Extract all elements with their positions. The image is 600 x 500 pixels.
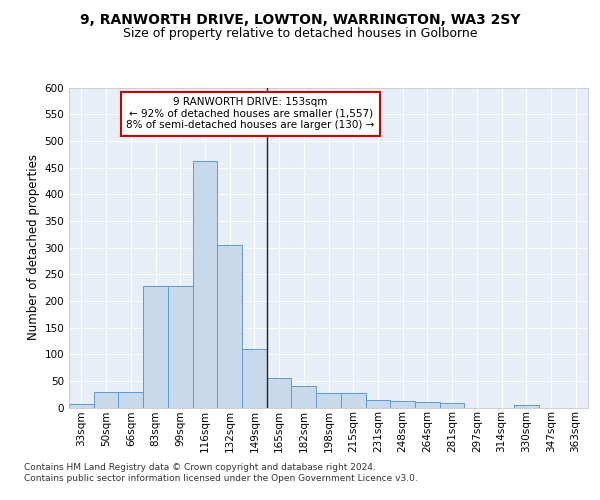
Bar [193,160,217,408]
Bar [292,386,316,407]
Bar [267,378,292,408]
Bar [341,393,365,407]
Bar [69,404,94,407]
Text: 9, RANWORTH DRIVE, LOWTON, WARRINGTON, WA3 2SY: 9, RANWORTH DRIVE, LOWTON, WARRINGTON, W… [80,12,520,26]
Bar [514,405,539,407]
Text: Contains HM Land Registry data © Crown copyright and database right 2024.: Contains HM Land Registry data © Crown c… [24,462,376,471]
Bar [94,392,118,407]
Bar [242,349,267,408]
Text: 9 RANWORTH DRIVE: 153sqm
← 92% of detached houses are smaller (1,557)
8% of semi: 9 RANWORTH DRIVE: 153sqm ← 92% of detach… [127,97,375,130]
Y-axis label: Number of detached properties: Number of detached properties [27,154,40,340]
Bar [168,286,193,408]
Bar [365,400,390,407]
Bar [316,393,341,407]
Text: Contains public sector information licensed under the Open Government Licence v3: Contains public sector information licen… [24,474,418,483]
Bar [390,400,415,407]
Bar [118,392,143,407]
Bar [415,402,440,407]
Bar [217,245,242,408]
Bar [440,403,464,407]
Text: Size of property relative to detached houses in Golborne: Size of property relative to detached ho… [123,28,477,40]
Bar [143,286,168,408]
